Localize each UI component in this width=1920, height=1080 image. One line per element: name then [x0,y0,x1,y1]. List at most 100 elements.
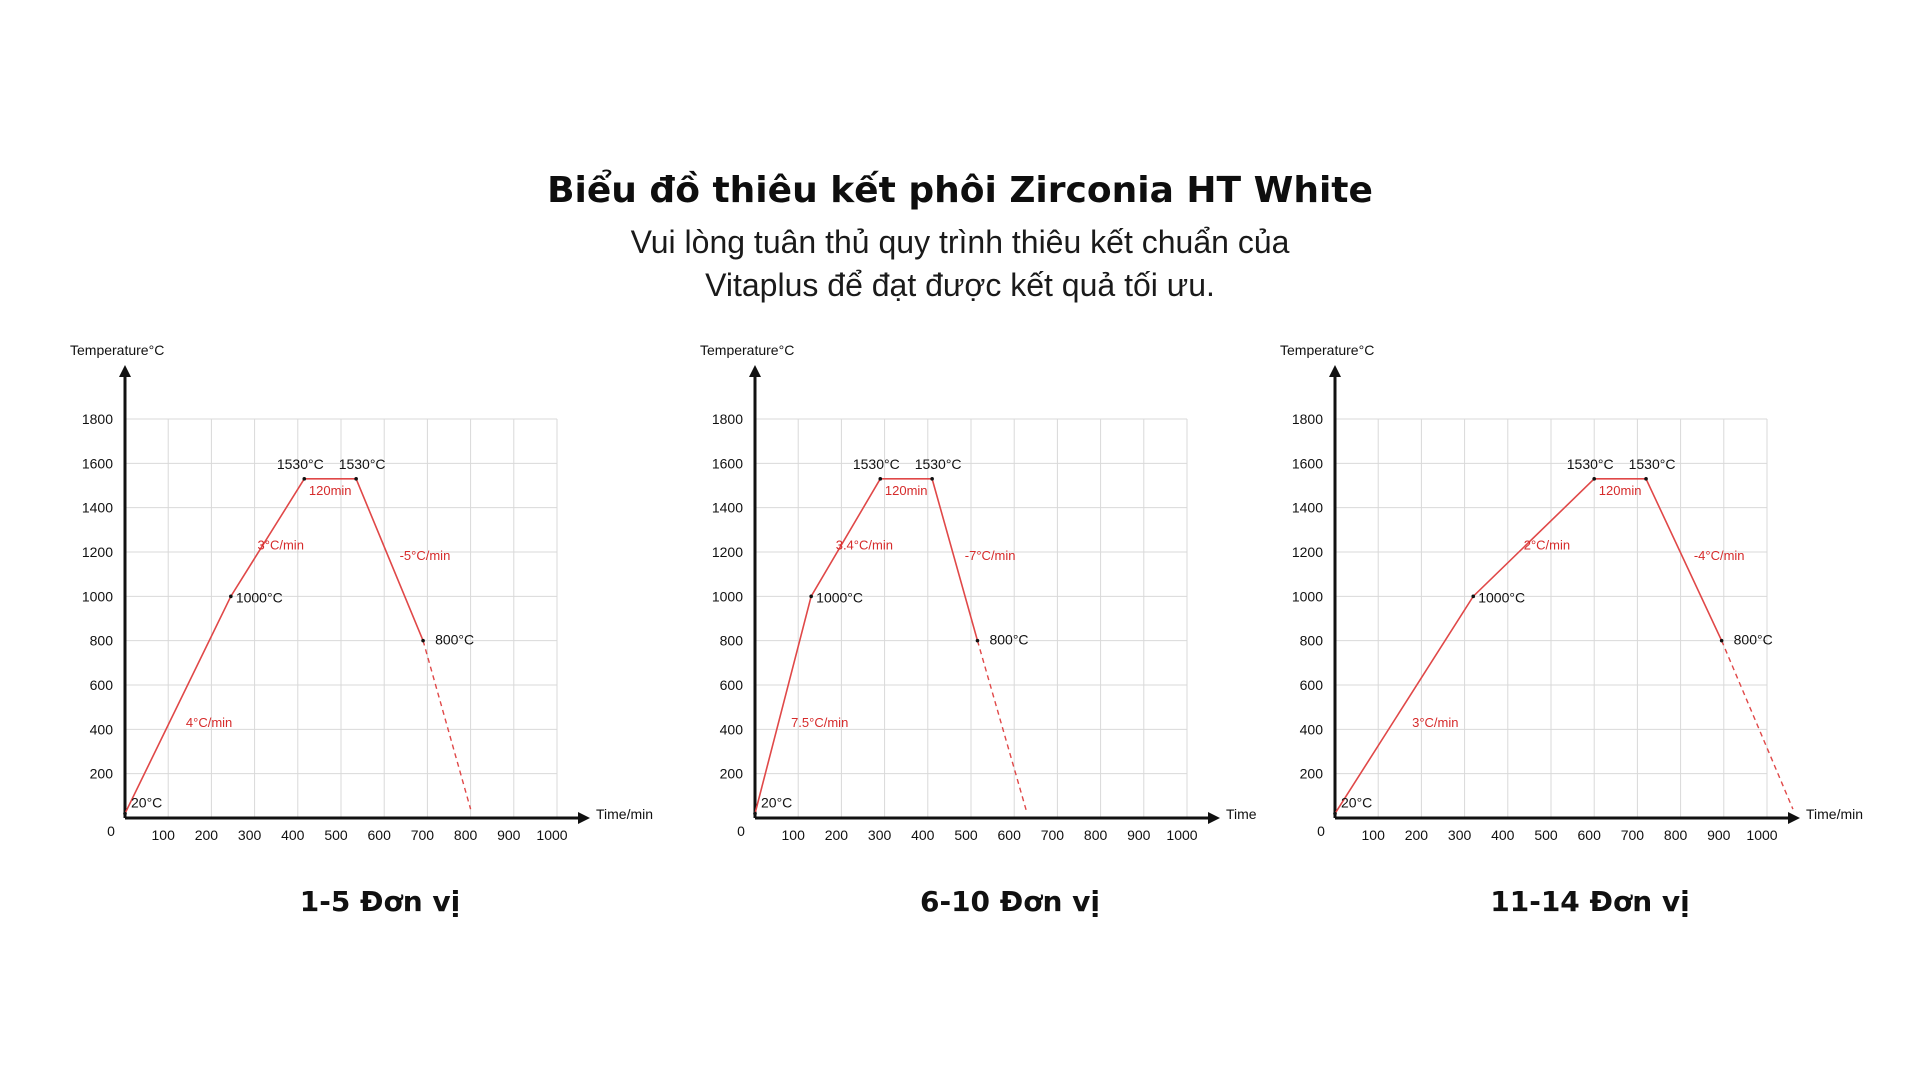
y-tick-label: 1800 [82,411,113,427]
y-tick-label: 1000 [82,588,113,604]
x-tick-label: 900 [497,827,521,843]
origin-label: 0 [1317,823,1325,839]
x-tick-label: 1000 [1166,827,1197,843]
data-point [753,811,757,816]
x-tick-label: 200 [1405,827,1429,843]
x-tick-label: 500 [324,827,348,843]
y-tick-label: 1200 [82,544,113,560]
data-point [1592,477,1596,481]
point-label: 1530°C [915,456,962,472]
data-point [1333,811,1337,816]
x-tick-label: 600 [1578,827,1602,843]
origin-label: 0 [737,823,745,839]
x-tick-label: 100 [152,827,176,843]
x-tick-label: 400 [911,827,935,843]
point-label: 800°C [435,632,474,648]
header: Biểu đồ thiêu kết phôi Zirconia HT White… [0,170,1920,307]
y-axis-arrow [1329,365,1341,377]
series-line-dashed [422,640,472,810]
y-tick-label: 1400 [1292,500,1323,516]
point-label: 1000°C [1478,589,1525,605]
y-tick-label: 1400 [82,500,113,516]
y-axis-label: Temperature°C [700,342,794,358]
y-tick-label: 800 [90,633,114,649]
y-tick-label: 800 [1300,633,1324,649]
x-axis-label: Time/min [596,806,653,822]
y-axis-label: Temperature°C [70,342,164,358]
chart-6-10-units: Temperature°C Time 0 100 200 300 400 500 600 700 8… [690,330,1330,930]
chart-caption: 6-10 Đơn vị [919,885,1101,918]
x-tick-label: 500 [1534,827,1558,843]
x-axis-label: Time/min [1806,806,1863,822]
series-line [754,478,979,814]
x-axis-arrow [578,812,590,824]
x-tick-label: 100 [1362,827,1386,843]
chart-caption: 11-14 Đơn vị [1490,885,1690,918]
data-point [302,477,307,481]
point-label: 800°C [1734,632,1773,648]
y-tick-label: 600 [720,677,744,693]
hold-label: 120min [885,483,928,498]
y-tick-label: 1800 [1292,411,1323,427]
y-tick-label: 800 [720,633,744,649]
y-tick-label: 600 [90,677,114,693]
x-tick-label: 200 [825,827,849,843]
point-label: 1530°C [1567,456,1614,472]
data-point [1471,594,1476,599]
chart-svg: Temperature°C Time/min 0 100 200 300 400 500 600… [70,342,653,843]
chart-svg: Temperature°C Time 0 100 200 300 400 500 600 700 8… [700,342,1257,843]
hold-label: 120min [1599,483,1642,498]
y-tick-label: 1600 [1292,455,1323,471]
x-tick-label: 800 [1084,827,1108,843]
x-tick-label: 300 [238,827,262,843]
point-label: 1530°C [1629,456,1676,472]
point-label: 20°C [131,795,162,811]
data-point [975,638,980,643]
series-line [124,478,424,814]
rate-label: -4°C/min [1694,548,1745,563]
data-point [878,477,883,481]
y-tick-label: 200 [1300,766,1324,782]
chart-1-5-units: Temperature°C Time/min 0 100 200 300 400 500 600… [60,330,700,930]
y-tick-label: 400 [1300,721,1324,737]
point-label: 1530°C [853,456,900,472]
data-point [809,594,813,599]
data-point [123,811,127,816]
x-axis-arrow [1208,812,1220,824]
series-line-dashed [976,640,1028,814]
rate-label: -5°C/min [400,548,451,563]
x-tick-label: 400 [1491,827,1515,843]
rate-label: 4°C/min [186,715,232,730]
x-tick-label: 600 [368,827,392,843]
rate-label: 3.4°C/min [836,538,893,553]
y-axis-label: Temperature°C [1280,342,1374,358]
y-tick-label: 400 [90,721,114,737]
chart-11-14-units: Temperature°C Time/min 0 100 200 300 400 500 600… [1270,330,1910,930]
y-axis-arrow [119,365,131,377]
hold-label: 120min [309,483,352,498]
x-tick-label: 300 [868,827,892,843]
x-axis-arrow [1788,812,1800,824]
data-point [1719,638,1724,643]
data-point [421,638,425,643]
origin-label: 0 [107,823,115,839]
x-axis-label: Time [1226,806,1257,822]
y-tick-label: 600 [1300,677,1324,693]
x-tick-label: 900 [1127,827,1151,843]
chart-caption: 1-5 Đơn vị [299,885,461,918]
x-tick-label: 400 [281,827,305,843]
y-axis-arrow [749,365,761,377]
y-tick-label: 1800 [712,411,743,427]
x-tick-label: 800 [1664,827,1688,843]
x-tick-label: 1000 [536,827,567,843]
data-point [1644,477,1648,481]
x-tick-label: 800 [454,827,478,843]
x-tick-label: 600 [998,827,1022,843]
x-tick-label: 900 [1707,827,1731,843]
point-label: 1530°C [339,456,386,472]
rate-label: 3°C/min [258,538,304,553]
data-point [354,477,358,481]
point-label: 20°C [761,795,792,811]
chart-svg: Temperature°C Time/min 0 100 200 300 400 500 600… [1280,342,1863,843]
y-tick-label: 1400 [712,500,743,516]
